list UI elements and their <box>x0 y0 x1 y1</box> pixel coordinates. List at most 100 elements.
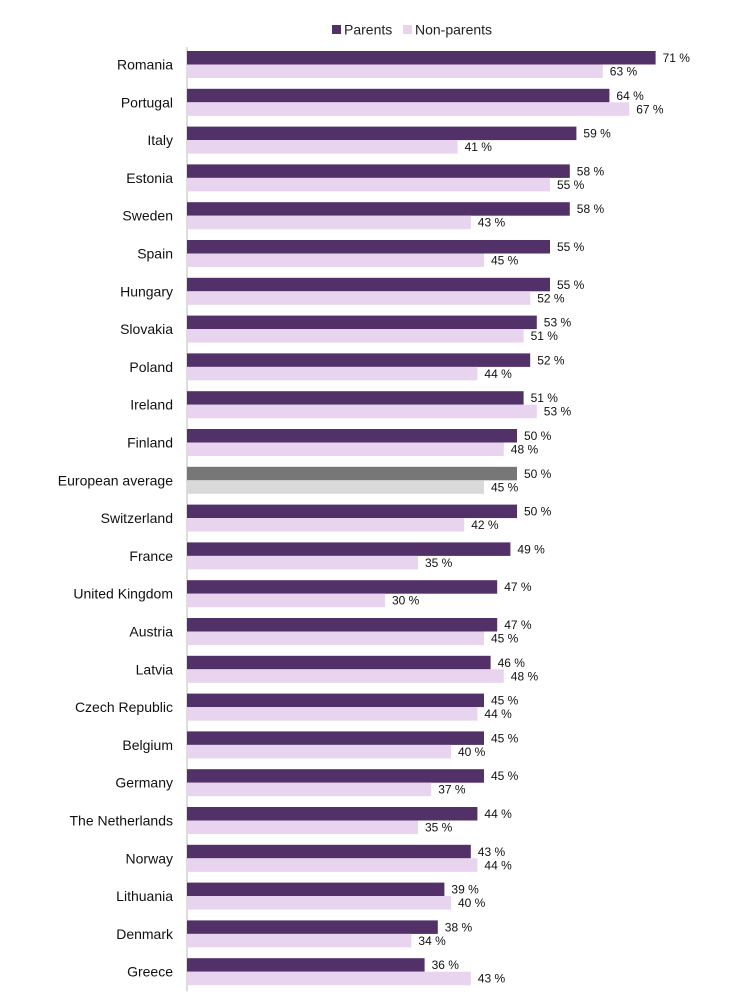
category-label: Spain <box>137 246 173 262</box>
category-label: Norway <box>126 850 173 866</box>
category-label: Germany <box>115 775 173 791</box>
row-italy: Italy 59 % 41 % <box>147 126 611 154</box>
bar-non-parents <box>187 518 465 532</box>
bar-non-parents <box>187 896 451 910</box>
value-label-parents: 64 % <box>616 89 644 103</box>
value-label-non-parents: 34 % <box>418 934 446 948</box>
bar-non-parents <box>187 404 537 419</box>
value-label-parents: 46 % <box>498 656 526 670</box>
bar-parents <box>187 655 491 670</box>
bar-parents <box>187 958 425 972</box>
value-label-parents: 53 % <box>544 316 572 330</box>
category-label: France <box>129 548 173 564</box>
value-label-non-parents: 48 % <box>511 443 539 457</box>
value-label-parents: 45 % <box>491 694 519 708</box>
row-germany: Germany 45 % 37 % <box>115 769 519 797</box>
row-czech-republic: Czech Republic 45 %44 % <box>75 693 519 721</box>
value-label-parents: 47 % <box>504 580 532 594</box>
row-poland: Poland 52 % 44 % <box>129 353 565 381</box>
bar-non-parents <box>187 102 630 116</box>
value-label-non-parents: 35 % <box>425 821 453 835</box>
row-greece: Greece 36 % 43 % <box>127 958 505 986</box>
bar-non-parents <box>187 140 458 154</box>
row-romania: Romania 71 % 63 % <box>117 51 690 79</box>
row-the-netherlands: The Netherlands 44 % 35 % <box>69 807 512 835</box>
bar-parents <box>187 542 511 556</box>
category-label: Austria <box>129 624 173 640</box>
category-label: Italy <box>147 132 173 148</box>
value-label-parents: 39 % <box>451 883 479 897</box>
row-sweden: Sweden 58 % 43 % <box>122 202 604 230</box>
category-label: European average <box>58 472 173 488</box>
bar-non-parents <box>187 215 471 230</box>
category-label: Latvia <box>136 661 174 677</box>
value-label-non-parents: 45 % <box>491 480 519 494</box>
bar-parents <box>187 277 550 292</box>
value-label-parents: 47 % <box>504 618 532 632</box>
value-label-parents: 50 % <box>524 505 552 519</box>
bar-parents <box>187 164 570 178</box>
bar-non-parents <box>187 291 531 305</box>
bar-parents <box>187 202 570 216</box>
category-label: Greece <box>127 964 173 980</box>
bar-parents <box>187 844 471 859</box>
category-label: Hungary <box>120 283 173 299</box>
bar-non-parents <box>187 177 550 192</box>
bar-parents <box>187 353 531 367</box>
bar-parents <box>187 580 498 594</box>
bar-non-parents <box>187 64 603 78</box>
bar-non-parents <box>187 593 385 608</box>
value-label-non-parents: 40 % <box>458 745 486 759</box>
value-label-parents: 52 % <box>537 353 565 367</box>
bar-non-parents <box>187 631 484 645</box>
bar-non-parents <box>187 744 451 759</box>
category-label: Denmark <box>116 926 174 942</box>
value-label-non-parents: 67 % <box>636 102 664 116</box>
value-label-non-parents: 44 % <box>484 858 512 872</box>
row-norway: Norway 43 %44 % <box>126 844 512 872</box>
bar-non-parents <box>187 933 412 948</box>
bar-non-parents <box>187 555 418 570</box>
value-label-non-parents: 51 % <box>531 329 559 343</box>
bar-parents <box>187 920 438 934</box>
row-spain: Spain 55 % 45 % <box>137 240 585 268</box>
value-label-parents: 71 % <box>663 51 691 65</box>
category-label: Czech Republic <box>75 699 173 715</box>
bar-non-parents <box>187 442 504 456</box>
bar-parents <box>187 126 577 141</box>
value-label-parents: 51 % <box>531 391 559 405</box>
bar-parents <box>187 807 478 821</box>
bar-non-parents <box>187 669 504 683</box>
bar-parents <box>187 466 517 481</box>
row-hungary: Hungary 55 %52 % <box>120 277 585 305</box>
value-label-non-parents: 44 % <box>484 367 512 381</box>
value-label-non-parents: 44 % <box>484 707 512 721</box>
category-label: Lithuania <box>116 888 173 904</box>
legend-parents-label: Parents <box>344 22 392 38</box>
value-label-parents: 45 % <box>491 769 519 783</box>
row-ireland: Ireland 51 %53 % <box>130 391 571 419</box>
category-label: Portugal <box>121 94 173 110</box>
value-label-non-parents: 37 % <box>438 783 466 797</box>
bar-non-parents <box>187 480 484 494</box>
category-label: Estonia <box>126 170 173 186</box>
bar-parents <box>187 51 656 65</box>
value-label-non-parents: 45 % <box>491 632 519 646</box>
category-label: Sweden <box>122 208 173 224</box>
bar-parents <box>187 693 484 708</box>
value-label-non-parents: 63 % <box>610 65 638 79</box>
row-lithuania: Lithuania 39 %40 % <box>116 882 486 910</box>
legend-non-parents-label: Non-parents <box>415 22 492 38</box>
row-estonia: Estonia 58 %55 % <box>126 164 604 192</box>
row-portugal: Portugal 64 %67 % <box>121 88 664 116</box>
category-label: Switzerland <box>101 510 173 526</box>
value-label-parents: 36 % <box>432 958 460 972</box>
row-european-average: European average 50 % 45 % <box>58 466 552 494</box>
value-label-non-parents: 40 % <box>458 896 486 910</box>
row-latvia: Latvia 46 %48 % <box>136 655 538 683</box>
value-label-parents: 58 % <box>577 202 605 216</box>
bar-non-parents <box>187 820 418 834</box>
legend-non-parents-swatch <box>403 25 412 34</box>
bar-non-parents <box>187 329 524 343</box>
